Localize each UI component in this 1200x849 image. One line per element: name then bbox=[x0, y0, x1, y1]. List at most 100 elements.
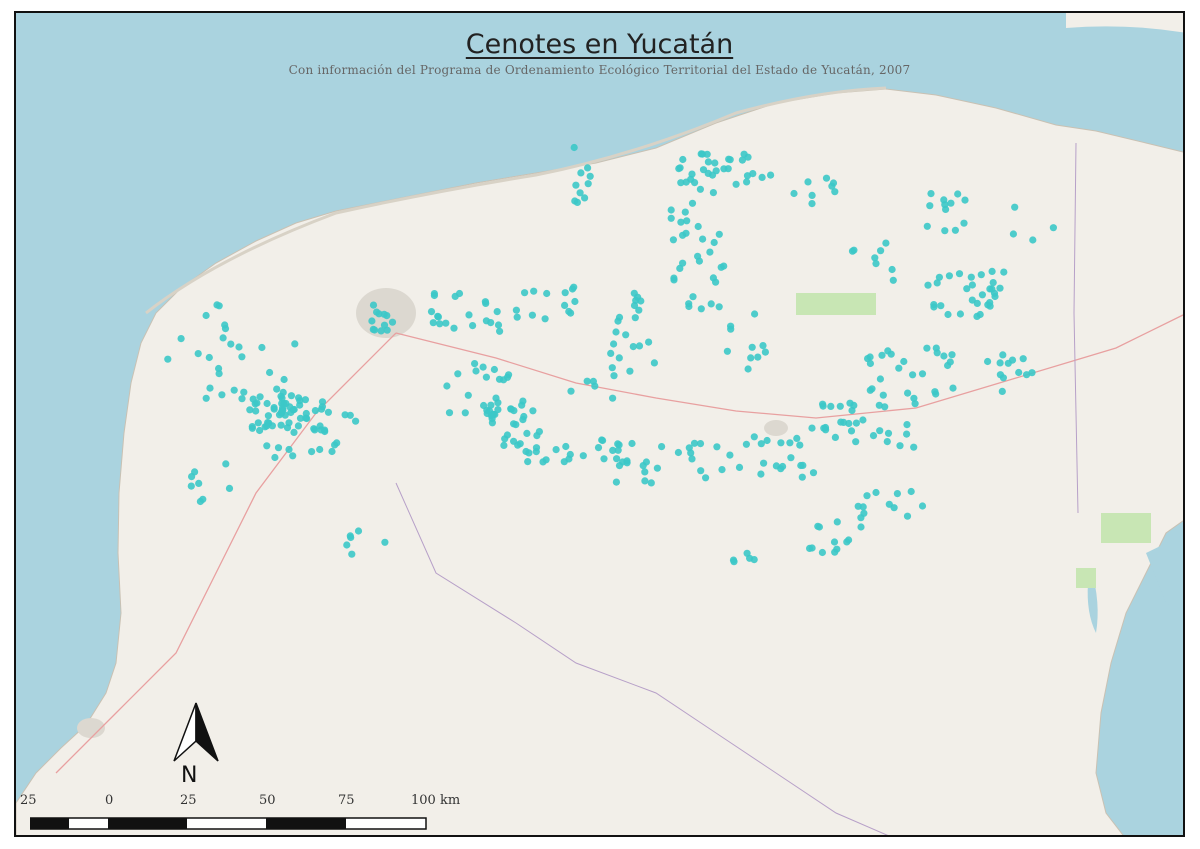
cenote-point[interactable] bbox=[933, 279, 941, 287]
cenote-point[interactable] bbox=[263, 422, 271, 430]
cenote-point[interactable] bbox=[271, 453, 279, 462]
cenote-point[interactable] bbox=[436, 320, 444, 328]
cenote-point[interactable] bbox=[583, 377, 591, 385]
cenote-point[interactable] bbox=[878, 351, 886, 359]
cenote-point[interactable] bbox=[206, 384, 214, 392]
cenote-point[interactable] bbox=[869, 432, 878, 440]
cenote-point[interactable] bbox=[230, 386, 238, 394]
cenote-point[interactable] bbox=[510, 420, 518, 428]
cenote-point[interactable] bbox=[688, 199, 697, 207]
cenote-point[interactable] bbox=[579, 452, 587, 460]
cenote-point[interactable] bbox=[321, 427, 329, 436]
cenote-point[interactable] bbox=[702, 474, 710, 482]
cenote-point[interactable] bbox=[494, 399, 502, 407]
cenote-point[interactable] bbox=[988, 267, 996, 275]
cenote-point[interactable] bbox=[949, 384, 957, 392]
cenote-point[interactable] bbox=[658, 443, 666, 451]
cenote-point[interactable] bbox=[726, 156, 734, 164]
cenote-point[interactable] bbox=[225, 484, 234, 492]
cenote-point[interactable] bbox=[623, 459, 631, 467]
cenote-point[interactable] bbox=[822, 174, 831, 182]
cenote-point[interactable] bbox=[767, 171, 775, 179]
cenote-point[interactable] bbox=[455, 289, 464, 298]
cenote-point[interactable] bbox=[296, 401, 304, 409]
cenote-point[interactable] bbox=[290, 405, 298, 414]
cenote-point[interactable] bbox=[804, 178, 812, 186]
cenote-point[interactable] bbox=[903, 421, 911, 429]
cenote-point[interactable] bbox=[388, 318, 397, 326]
cenote-point[interactable] bbox=[490, 365, 498, 374]
cenote-point[interactable] bbox=[903, 512, 912, 520]
cenote-point[interactable] bbox=[1029, 236, 1037, 244]
cenote-point[interactable] bbox=[503, 431, 511, 439]
cenote-point[interactable] bbox=[354, 527, 363, 535]
cenote-point[interactable] bbox=[787, 454, 795, 462]
cenote-point[interactable] bbox=[494, 406, 502, 414]
cenote-point[interactable] bbox=[328, 447, 336, 456]
cenote-point[interactable] bbox=[613, 455, 621, 463]
cenote-point[interactable] bbox=[757, 470, 765, 478]
cenote-point[interactable] bbox=[248, 424, 256, 432]
cenote-point[interactable] bbox=[683, 217, 691, 225]
cenote-point[interactable] bbox=[631, 314, 639, 322]
cenote-point[interactable] bbox=[984, 357, 992, 366]
cenote-point[interactable] bbox=[164, 355, 172, 363]
cenote-point[interactable] bbox=[866, 359, 875, 368]
cenote-point[interactable] bbox=[599, 436, 607, 445]
cenote-point[interactable] bbox=[742, 440, 751, 448]
cenote-point[interactable] bbox=[177, 335, 185, 343]
cenote-point[interactable] bbox=[268, 422, 276, 430]
cenote-point[interactable] bbox=[667, 206, 675, 214]
cenote-point[interactable] bbox=[348, 550, 356, 558]
cenote-point[interactable] bbox=[887, 350, 895, 358]
cenote-point[interactable] bbox=[213, 301, 221, 309]
cenote-point[interactable] bbox=[954, 190, 962, 198]
cenote-point[interactable] bbox=[258, 343, 266, 352]
cenote-point[interactable] bbox=[996, 359, 1004, 367]
cenote-point[interactable] bbox=[487, 401, 495, 409]
cenote-point[interactable] bbox=[352, 417, 360, 425]
cenote-point[interactable] bbox=[945, 272, 954, 280]
cenote-point[interactable] bbox=[918, 370, 927, 378]
cenote-point[interactable] bbox=[347, 533, 355, 542]
cenote-point[interactable] bbox=[594, 444, 603, 452]
cenote-point[interactable] bbox=[238, 395, 246, 403]
cenote-point[interactable] bbox=[903, 430, 911, 438]
cenote-point[interactable] bbox=[612, 328, 620, 336]
cenote-point[interactable] bbox=[238, 353, 246, 361]
cenote-point[interactable] bbox=[984, 301, 992, 309]
cenote-point[interactable] bbox=[996, 371, 1005, 379]
cenote-point[interactable] bbox=[872, 260, 880, 268]
cenote-point[interactable] bbox=[977, 271, 985, 279]
cenote-point[interactable] bbox=[907, 487, 915, 496]
cenote-point[interactable] bbox=[263, 399, 271, 408]
cenote-point[interactable] bbox=[710, 238, 718, 247]
cenote-point[interactable] bbox=[469, 322, 477, 330]
cenote-point[interactable] bbox=[645, 338, 653, 346]
cenote-point[interactable] bbox=[830, 538, 839, 546]
cenote-point[interactable] bbox=[1015, 368, 1023, 377]
cenote-point[interactable] bbox=[577, 169, 585, 177]
cenote-point[interactable] bbox=[521, 289, 529, 297]
cenote-point[interactable] bbox=[940, 352, 948, 360]
cenote-point[interactable] bbox=[341, 411, 349, 419]
cenote-point[interactable] bbox=[222, 460, 230, 468]
cenote-point[interactable] bbox=[277, 392, 285, 400]
cenote-point[interactable] bbox=[635, 342, 644, 350]
cenote-point[interactable] bbox=[565, 307, 573, 316]
cenote-point[interactable] bbox=[570, 143, 578, 152]
cenote-point[interactable] bbox=[822, 426, 830, 434]
cenote-point[interactable] bbox=[600, 455, 608, 463]
cenote-point[interactable] bbox=[688, 455, 696, 463]
cenote-point[interactable] bbox=[941, 227, 949, 235]
cenote-point[interactable] bbox=[685, 300, 693, 308]
cenote-point[interactable] bbox=[1023, 371, 1031, 379]
cenote-point[interactable] bbox=[202, 394, 210, 402]
cenote-point[interactable] bbox=[876, 427, 884, 435]
cenote-point[interactable] bbox=[240, 388, 248, 396]
cenote-point[interactable] bbox=[978, 291, 987, 299]
cenote-point[interactable] bbox=[311, 407, 319, 415]
cenote-point[interactable] bbox=[317, 405, 326, 413]
cenote-point[interactable] bbox=[442, 319, 450, 327]
cenote-point[interactable] bbox=[581, 194, 589, 202]
